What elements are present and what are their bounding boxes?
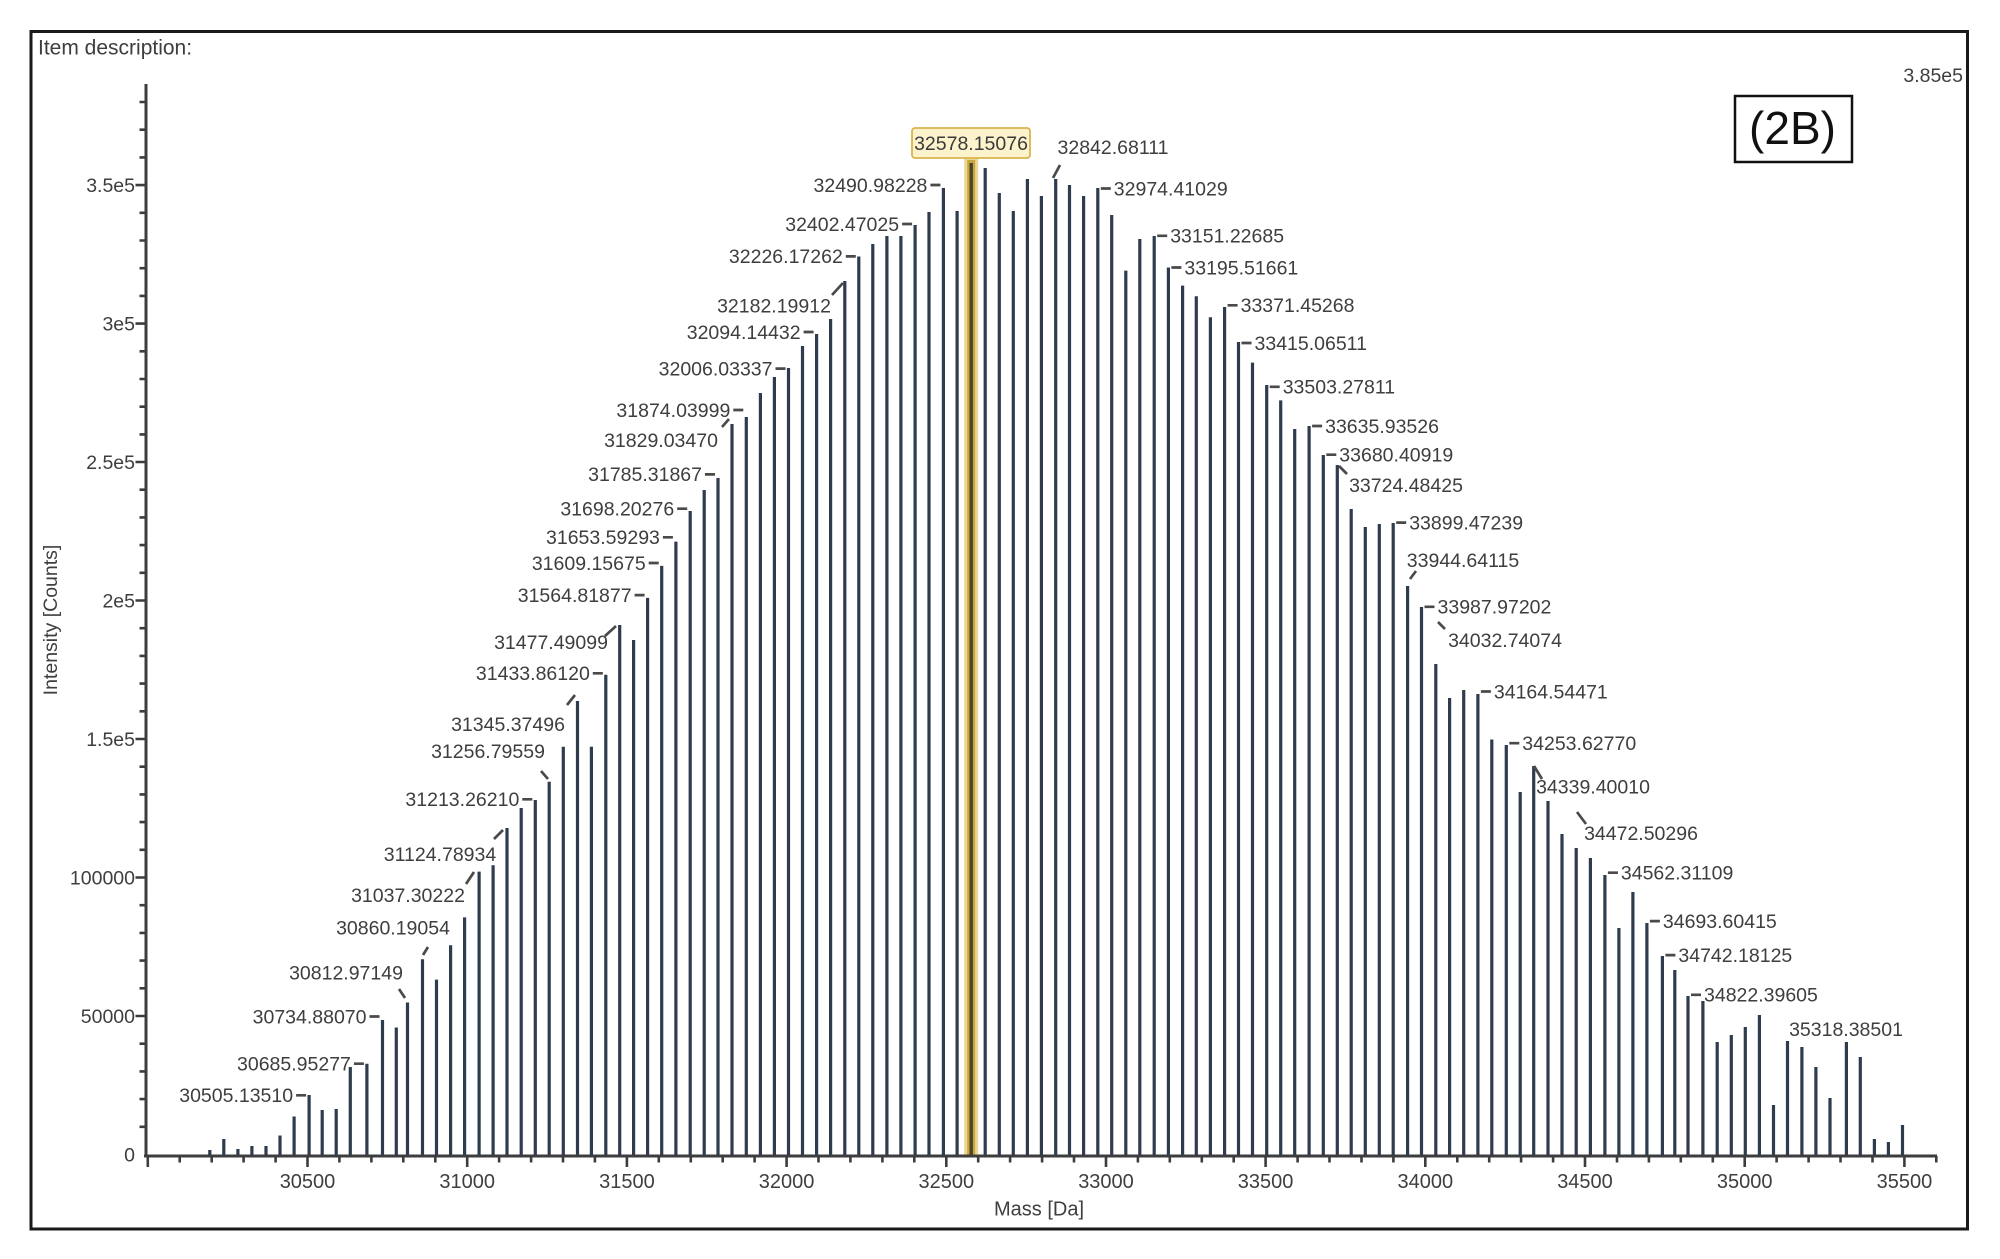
svg-text:32402.47025: 32402.47025: [785, 214, 899, 236]
svg-text:35318.38501: 35318.38501: [1789, 1019, 1903, 1041]
svg-text:33195.51661: 33195.51661: [1184, 257, 1298, 279]
svg-text:32974.41029: 32974.41029: [1114, 178, 1228, 200]
svg-text:3.5e5: 3.5e5: [86, 175, 135, 197]
svg-text:31000: 31000: [439, 1171, 495, 1193]
svg-text:33635.93526: 33635.93526: [1325, 416, 1439, 438]
svg-text:Intensity [Counts]: Intensity [Counts]: [40, 545, 62, 696]
svg-text:31477.49099: 31477.49099: [494, 632, 608, 654]
svg-text:33415.06511: 33415.06511: [1255, 333, 1367, 355]
svg-text:33503.27811: 33503.27811: [1283, 377, 1395, 399]
svg-text:32094.14432: 32094.14432: [687, 322, 801, 344]
svg-text:34164.54471: 34164.54471: [1494, 681, 1608, 703]
svg-text:33000: 33000: [1078, 1171, 1134, 1193]
svg-text:3e5: 3e5: [102, 313, 135, 335]
svg-text:34742.18125: 34742.18125: [1678, 945, 1792, 967]
svg-text:33371.45268: 33371.45268: [1241, 295, 1355, 317]
svg-text:31124.78934: 31124.78934: [384, 844, 497, 866]
svg-text:30500: 30500: [280, 1171, 336, 1193]
svg-text:31609.15675: 31609.15675: [532, 553, 646, 575]
svg-text:31500: 31500: [599, 1171, 655, 1193]
svg-text:31345.37496: 31345.37496: [451, 714, 565, 736]
svg-text:34000: 34000: [1397, 1171, 1453, 1193]
svg-text:32226.17262: 32226.17262: [729, 246, 843, 268]
svg-text:31433.86120: 31433.86120: [476, 663, 590, 685]
svg-text:32006.03337: 32006.03337: [659, 358, 773, 380]
svg-text:33724.48425: 33724.48425: [1349, 475, 1463, 497]
svg-text:30685.95277: 30685.95277: [237, 1054, 351, 1076]
svg-text:30734.88070: 30734.88070: [253, 1006, 367, 1028]
svg-text:31564.81877: 31564.81877: [518, 585, 632, 607]
svg-text:32842.68111: 32842.68111: [1058, 137, 1169, 159]
svg-text:30505.13510: 30505.13510: [179, 1085, 293, 1107]
svg-text:3.85e5: 3.85e5: [1903, 65, 1963, 87]
svg-text:30860.19054: 30860.19054: [336, 917, 450, 939]
svg-text:100000: 100000: [70, 867, 135, 889]
svg-text:33899.47239: 33899.47239: [1409, 512, 1523, 534]
svg-text:33500: 33500: [1238, 1171, 1294, 1193]
svg-text:0: 0: [124, 1144, 135, 1166]
svg-text:32000: 32000: [759, 1171, 815, 1193]
svg-text:35000: 35000: [1717, 1171, 1773, 1193]
svg-text:33151.22685: 33151.22685: [1170, 226, 1284, 248]
svg-text:35500: 35500: [1877, 1171, 1933, 1193]
svg-text:33987.97202: 33987.97202: [1438, 597, 1552, 619]
svg-text:1.5e5: 1.5e5: [86, 729, 135, 751]
svg-text:31874.03999: 31874.03999: [616, 400, 730, 422]
svg-text:34562.31109: 34562.31109: [1621, 863, 1733, 885]
svg-text:2.5e5: 2.5e5: [86, 452, 135, 474]
svg-text:31698.20276: 31698.20276: [560, 499, 674, 521]
svg-text:34472.50296: 34472.50296: [1584, 823, 1698, 845]
svg-text:31653.59293: 31653.59293: [546, 527, 660, 549]
svg-text:33680.40919: 33680.40919: [1339, 445, 1453, 467]
svg-text:34253.62770: 34253.62770: [1522, 733, 1636, 755]
svg-text:31213.26210: 31213.26210: [405, 789, 519, 811]
svg-text:33944.64115: 33944.64115: [1407, 550, 1520, 572]
svg-text:32500: 32500: [918, 1171, 974, 1193]
svg-text:31829.03470: 31829.03470: [604, 430, 718, 452]
svg-text:31037.30222: 31037.30222: [351, 885, 465, 907]
svg-text:34500: 34500: [1557, 1171, 1613, 1193]
svg-text:34693.60415: 34693.60415: [1663, 911, 1777, 933]
svg-text:31785.31867: 31785.31867: [588, 464, 702, 486]
svg-text:(2B): (2B): [1749, 102, 1836, 154]
svg-text:Item description:: Item description:: [38, 37, 192, 60]
svg-text:34032.74074: 34032.74074: [1448, 630, 1562, 652]
svg-text:32182.19912: 32182.19912: [717, 295, 831, 317]
svg-text:31256.79559: 31256.79559: [431, 741, 545, 763]
svg-text:30812.97149: 30812.97149: [289, 962, 403, 984]
svg-text:32578.15076: 32578.15076: [914, 133, 1028, 155]
svg-text:32490.98228: 32490.98228: [814, 175, 928, 197]
svg-text:34339.40010: 34339.40010: [1536, 776, 1650, 798]
svg-text:2e5: 2e5: [102, 590, 135, 612]
svg-text:Mass [Da]: Mass [Da]: [994, 1199, 1084, 1221]
svg-text:50000: 50000: [81, 1006, 135, 1028]
svg-text:34822.39605: 34822.39605: [1704, 985, 1818, 1007]
